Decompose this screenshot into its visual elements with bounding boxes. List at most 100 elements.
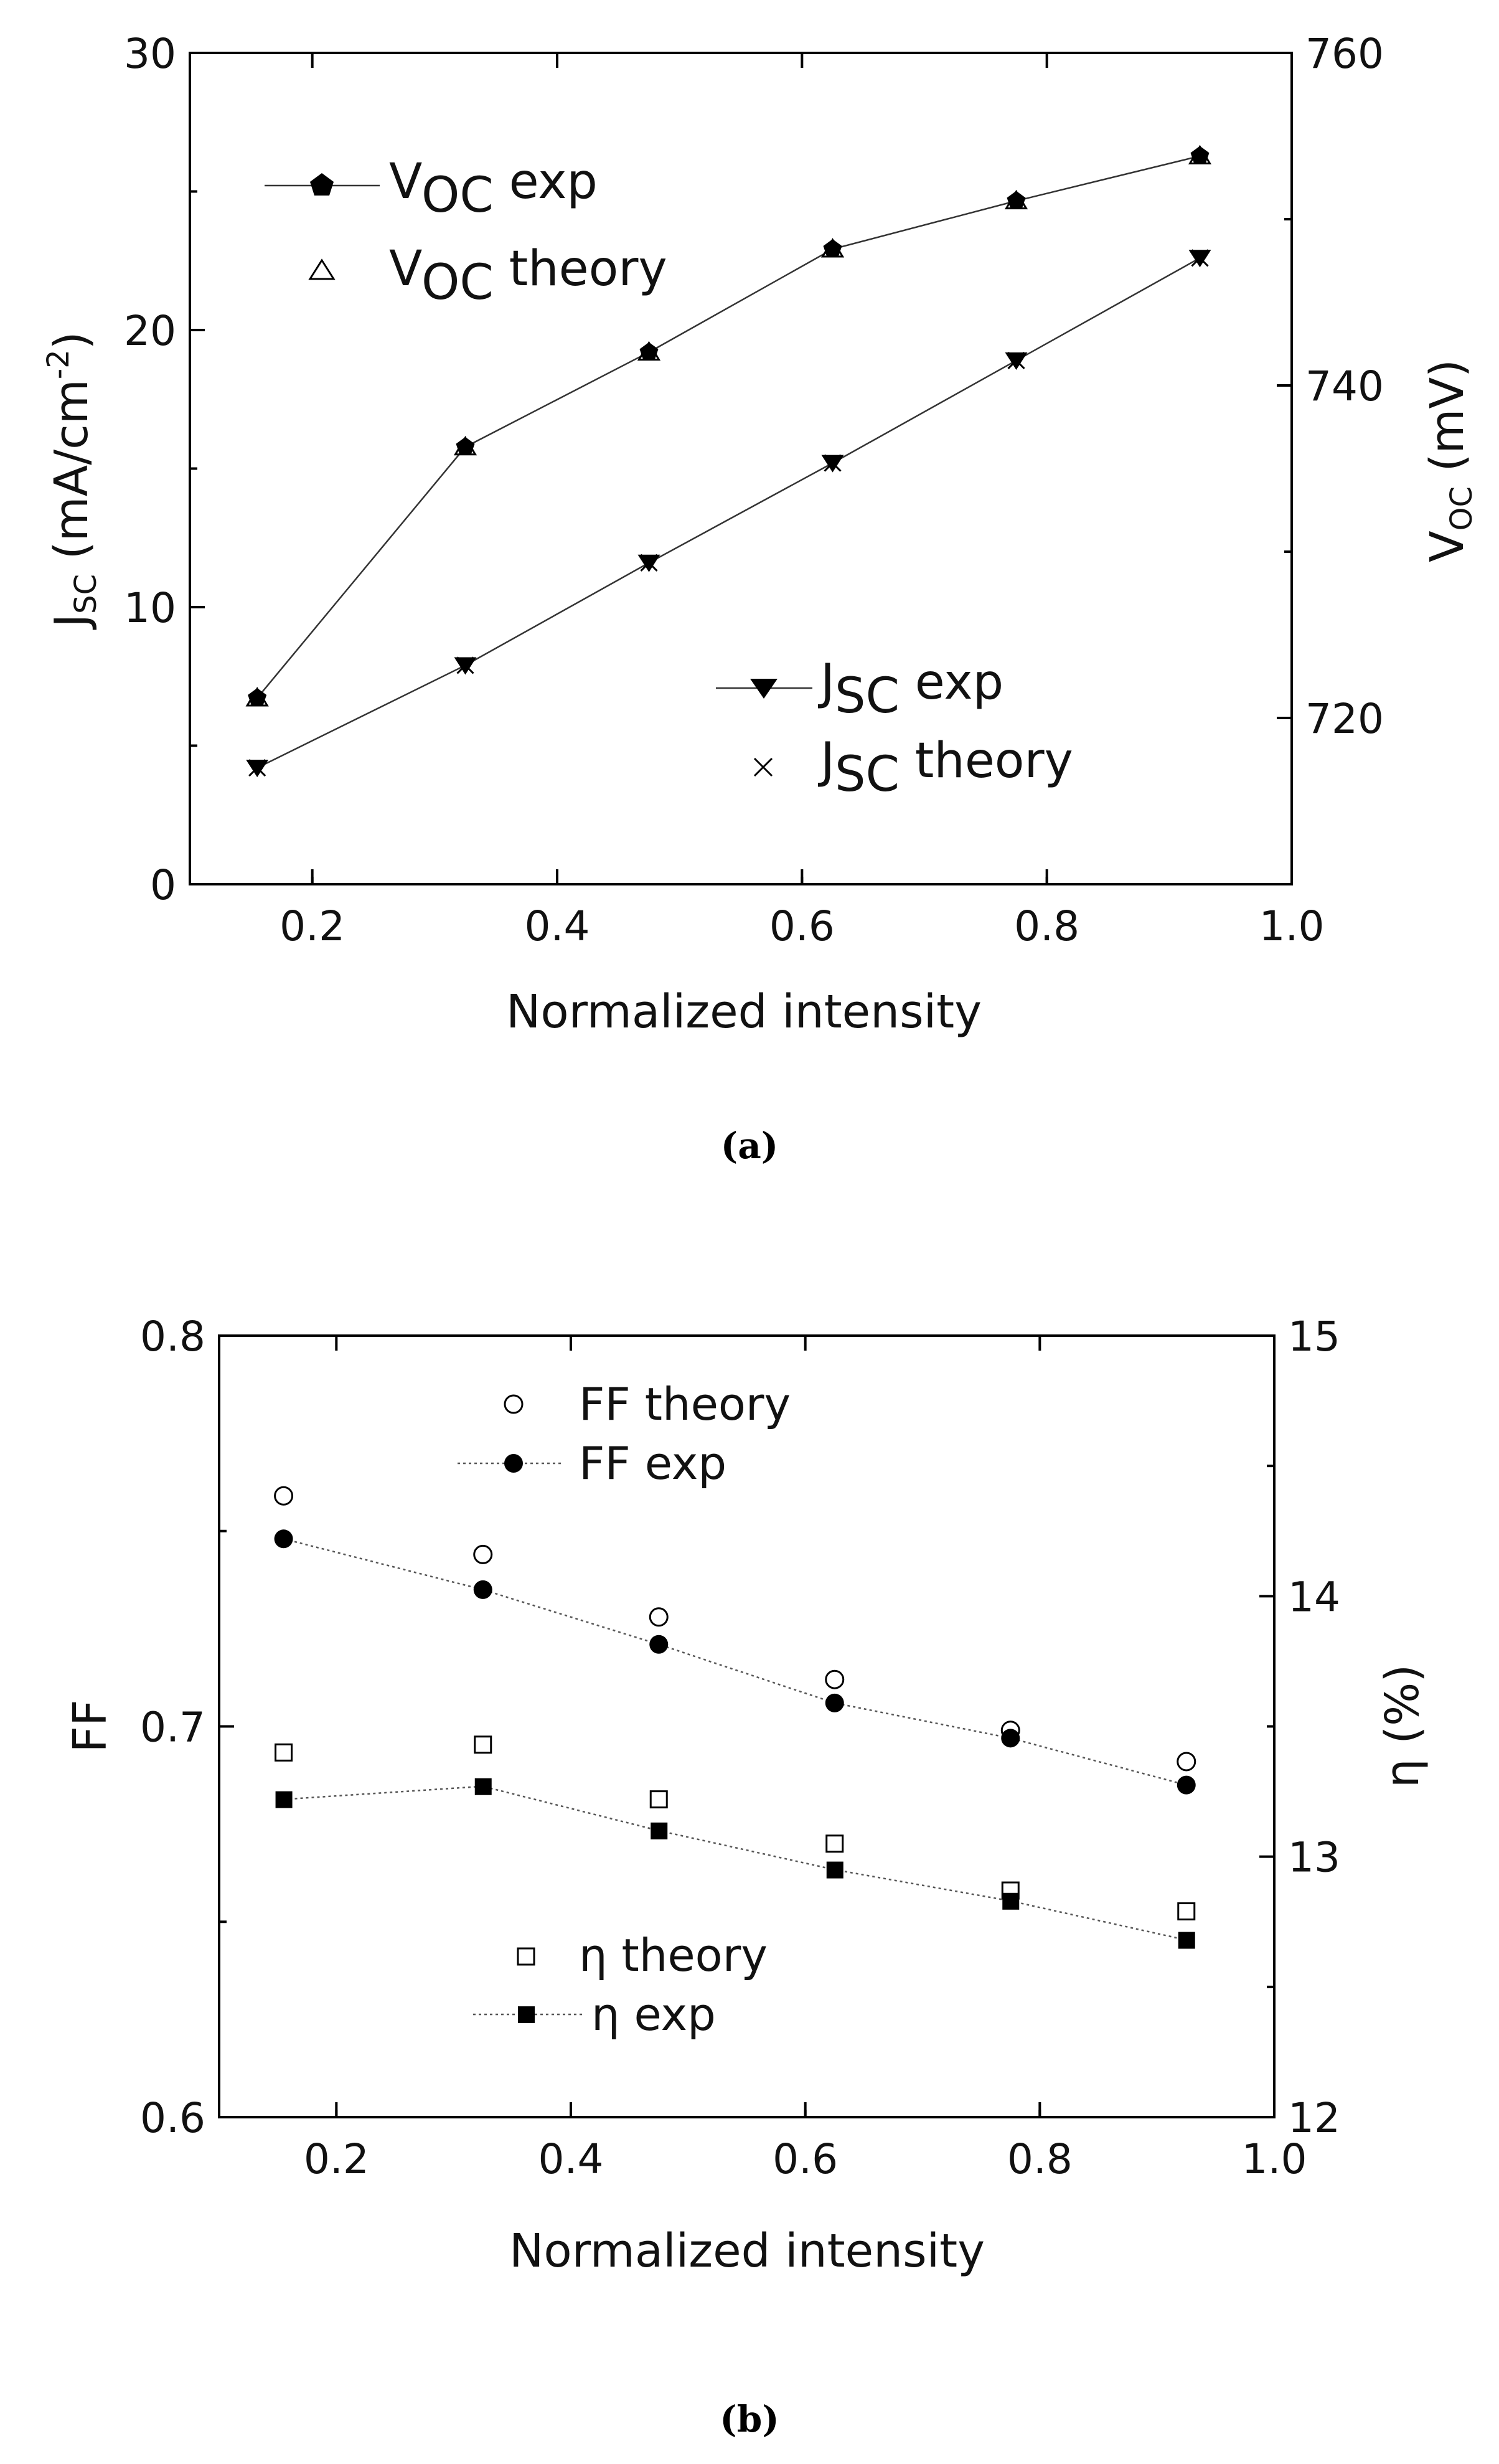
legend-b: FF theory FF exp η theory η exp xyxy=(458,1378,791,2041)
left-y-tick-label: 30 xyxy=(124,30,176,78)
data-point-theory xyxy=(825,1834,844,1853)
data-point-ff-exp xyxy=(473,1580,492,1599)
series-line-voc-exp xyxy=(256,155,1200,699)
left-y-axis-a: 0 10 20 30 xyxy=(124,30,205,909)
legend-marker-voc-theory xyxy=(308,258,336,280)
data-point-voc-exp xyxy=(1007,191,1026,209)
data-point-voc-theory xyxy=(245,687,269,707)
x-tick-label: 0.8 xyxy=(1007,2135,1073,2183)
x-tick-label: 0.4 xyxy=(538,2135,604,2183)
left-y-tick-label: 0.8 xyxy=(140,1313,205,1361)
right-y-tick-label: 13 xyxy=(1288,1834,1340,1882)
series-line-exp xyxy=(283,1785,1187,1941)
legend-label-ff-exp: FF exp xyxy=(579,1437,726,1489)
right-y-tick-label: 14 xyxy=(1288,1573,1340,1621)
legend-label-jsc-exp: JSC exp xyxy=(817,654,1003,724)
data-point-voc-theory xyxy=(820,238,845,258)
x-tick-label: 0.2 xyxy=(304,2135,369,2183)
data-point-exp xyxy=(651,1822,668,1839)
data-point-voc-theory xyxy=(1188,144,1212,165)
data-point-jsc-theory xyxy=(456,656,474,674)
legend-label-voc-theory: VOC theory xyxy=(389,241,667,311)
data-point-ff-exp xyxy=(825,1693,844,1712)
panel-b: 0.2 0.4 0.6 0.8 1.0 0.6 0.7 0.8 12 13 14 15 Norma… xyxy=(63,1313,1429,2440)
data-point-theory xyxy=(649,1790,668,1809)
x-tick-label: 1.0 xyxy=(1242,2135,1307,2183)
legend-label-voc-exp: VOC exp xyxy=(389,154,598,224)
legend-label-ff-theory: FF theory xyxy=(579,1378,791,1430)
right-y-axis-b: 12 13 14 15 xyxy=(1259,1313,1340,2142)
data-point-voc-exp xyxy=(823,239,842,258)
panel-a: 0.2 0.4 0.6 0.8 1.0 0 10 20 30 720 740 760 Normal… xyxy=(41,30,1479,1167)
caption-a: (a) xyxy=(721,1125,778,1167)
data-point-theory xyxy=(474,1735,492,1754)
legend-label-jsc-theory: JSC theory xyxy=(817,733,1073,803)
series-line-jsc-exp xyxy=(256,257,1201,769)
left-y-tick-label: 10 xyxy=(124,584,176,632)
x-tick-label: 1.0 xyxy=(1259,902,1325,950)
data-point-ff-theory xyxy=(274,1486,294,1506)
left-y-axis-label-b: FF xyxy=(63,1699,117,1752)
data-point-exp xyxy=(1178,1932,1195,1949)
series-a xyxy=(245,144,1212,778)
data-point-voc-theory xyxy=(1004,189,1028,210)
right-y-tick-label: 760 xyxy=(1305,30,1384,78)
data-point-exp xyxy=(474,1778,492,1795)
legend-label-eta-exp: η exp xyxy=(591,1988,716,2041)
data-point-exp xyxy=(826,1861,843,1879)
data-point-theory xyxy=(1177,1902,1196,1921)
data-point-jsc-theory xyxy=(1007,351,1025,370)
x-axis-a: 0.2 0.4 0.6 0.8 1.0 xyxy=(280,53,1324,950)
left-y-tick-label: 0.7 xyxy=(140,1704,205,1752)
data-point-voc-exp xyxy=(1190,146,1210,164)
legend-marker-ff-exp xyxy=(504,1454,523,1473)
x-tick-label: 0.4 xyxy=(525,902,590,950)
legend-marker-eta-theory xyxy=(517,1947,535,1966)
legend-marker-ff-theory xyxy=(504,1394,524,1414)
data-point-ff-theory xyxy=(649,1607,669,1627)
legend-marker-jsc-exp xyxy=(750,679,778,699)
data-point-voc-theory xyxy=(637,341,661,361)
data-point-voc-exp xyxy=(248,687,267,706)
data-point-jsc-theory xyxy=(1191,249,1209,267)
data-point-exp xyxy=(1002,1892,1020,1910)
data-point-ff-theory xyxy=(473,1544,493,1564)
x-axis-b: 0.2 0.4 0.6 0.8 1.0 xyxy=(304,1336,1307,2183)
data-point-ff-exp xyxy=(1001,1729,1020,1748)
plot-frame-b xyxy=(218,1334,1276,2118)
plot-frame-a xyxy=(189,52,1293,885)
data-point-ff-exp xyxy=(1177,1775,1196,1795)
left-y-tick-label: 0.6 xyxy=(140,2094,205,2142)
data-point-jsc-theory xyxy=(824,454,842,472)
x-tick-label: 0.2 xyxy=(280,902,345,950)
data-point-voc-exp xyxy=(639,342,659,361)
left-y-axis-label-a: JSC (mA/cm-2) xyxy=(41,331,103,630)
legend-marker-jsc-theory xyxy=(753,757,773,777)
data-point-theory xyxy=(275,1743,293,1762)
data-point-ff-exp xyxy=(649,1635,669,1654)
legend-label-eta-theory: η theory xyxy=(579,1929,768,1981)
right-y-tick-label: 12 xyxy=(1288,2094,1340,2142)
right-y-tick-label: 15 xyxy=(1288,1313,1340,1361)
data-point-ff-theory xyxy=(825,1669,845,1689)
x-tick-label: 0.6 xyxy=(773,2135,838,2183)
right-y-tick-label: 740 xyxy=(1305,362,1384,410)
right-y-axis-label-a: VOC (mV) xyxy=(1421,359,1479,562)
data-point-jsc-theory xyxy=(248,759,266,777)
legend-marker-voc-exp xyxy=(310,173,334,196)
caption-b: (b) xyxy=(720,2398,779,2440)
legend-a: VOC exp VOC theory JSC exp JSC theory xyxy=(265,154,1073,803)
right-y-axis-a: 720 740 760 xyxy=(1277,30,1384,743)
left-y-axis-b: 0.6 0.7 0.8 xyxy=(140,1313,234,2142)
legend-marker-eta-exp xyxy=(518,2006,535,2023)
series-line-ff-exp xyxy=(283,1538,1187,1786)
data-point-jsc-theory xyxy=(640,554,658,572)
right-y-axis-label-b: η (%) xyxy=(1376,1664,1429,1788)
right-y-tick-label: 720 xyxy=(1305,695,1384,743)
data-point-exp xyxy=(275,1791,293,1808)
x-tick-label: 0.8 xyxy=(1014,902,1079,950)
data-point-ff-theory xyxy=(1177,1752,1196,1772)
data-point-voc-exp xyxy=(456,437,475,455)
x-tick-label: 0.6 xyxy=(769,902,835,950)
